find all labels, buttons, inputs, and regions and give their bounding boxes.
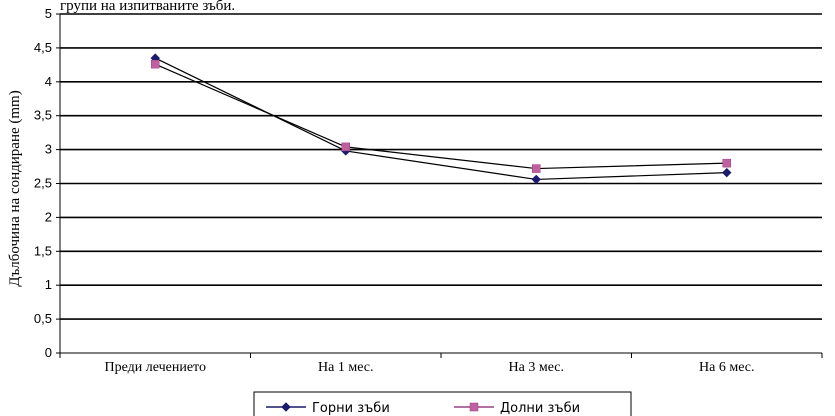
legend-marker	[469, 402, 479, 412]
series-line	[154, 57, 727, 181]
legend-box	[253, 391, 632, 416]
y-tick-label: 4,5	[34, 40, 52, 55]
y-tick-label: 5	[45, 6, 52, 21]
y-tick-label: 0	[45, 345, 52, 360]
x-tick-label: Преди лечението	[105, 360, 207, 375]
axes	[59, 14, 823, 358]
grid-lines	[56, 13, 822, 354]
series-group	[150, 53, 732, 185]
y-tick-label: 4	[45, 74, 52, 89]
data-point	[722, 167, 732, 178]
legend-entry-1: Горни зъби	[266, 401, 390, 416]
y-tick-label: 2,5	[34, 176, 52, 191]
legend: Горни зъби Долни зъби	[253, 391, 632, 416]
legend-label: Долни зъби	[500, 401, 580, 416]
data-point	[532, 164, 541, 173]
x-tick-label: На 6 мес.	[699, 360, 754, 375]
y-tick-label: 2	[45, 209, 52, 224]
y-tick-label: 3	[45, 142, 52, 157]
top-text-fragment: групи на изпитваните зъби.	[60, 0, 235, 14]
data-point	[531, 174, 541, 185]
data-point	[151, 59, 160, 69]
y-tick-label: 0,5	[34, 311, 52, 326]
x-tick-label: На 3 мес.	[509, 360, 564, 375]
x-tick-labels: Преди лечението На 1 мес. На 3 мес. На 6 ме…	[105, 360, 755, 375]
y-tick-labels: 0 0,5 1 1,5 2 2,5 3 3,5 4 4,5 5	[34, 6, 52, 360]
legend-entry-2: Долни зъби	[454, 401, 580, 416]
series-2	[151, 59, 731, 173]
legend-label: Горни зъби	[312, 401, 390, 416]
series-1	[150, 53, 732, 185]
legend-marker	[281, 402, 291, 412]
x-tick-label: На 1 мес.	[318, 360, 373, 375]
y-tick-label: 1,5	[34, 243, 52, 258]
data-point	[722, 158, 731, 168]
y-axis-label: Дълбочина на сондиране (mm)	[7, 90, 23, 286]
y-tick-label: 3,5	[34, 108, 52, 123]
data-point	[341, 142, 350, 152]
y-tick-label: 1	[45, 277, 52, 292]
series-line	[155, 63, 727, 170]
